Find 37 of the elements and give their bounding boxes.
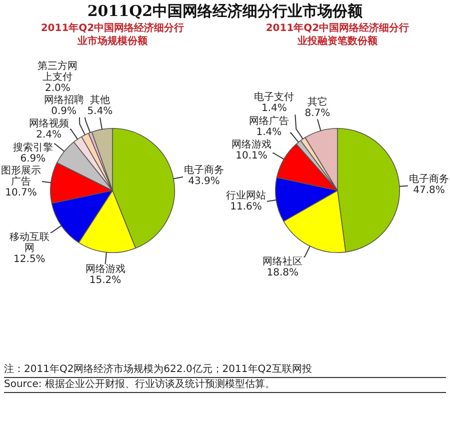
data-label: 8.7% bbox=[304, 108, 330, 119]
source-note: Source: 根据企业公开财报、行业访谈及统计预测模型估算。 bbox=[4, 378, 446, 393]
data-label: 15.2% bbox=[89, 274, 122, 286]
slice-label: 电子商务 bbox=[184, 164, 224, 176]
data-label: 2.0% bbox=[44, 82, 70, 94]
data-label: 47.8% bbox=[413, 185, 445, 196]
data-label: 1.4% bbox=[261, 103, 287, 114]
data-label: 0.9% bbox=[51, 106, 77, 117]
chart-subtitle: 2011年Q2中国网络经济细分行业投融资笔数份额 bbox=[264, 22, 410, 48]
slice-label: 行业网站 bbox=[226, 189, 266, 202]
slice-label: 其它 bbox=[307, 96, 328, 108]
data-label: 18.8% bbox=[266, 268, 299, 279]
slice-label: 网络招聘 bbox=[44, 94, 84, 106]
slice-label: 网络游戏 bbox=[85, 262, 126, 275]
slice-label: 网络视频 bbox=[28, 117, 69, 130]
slice-label: 网络游戏 bbox=[232, 138, 272, 150]
slice-label: 其他 bbox=[90, 94, 110, 106]
data-label: 10.1% bbox=[236, 150, 268, 162]
data-label: 2.4% bbox=[36, 129, 62, 140]
data-label: 11.6% bbox=[230, 201, 262, 212]
slice-label: 移动互联网 bbox=[9, 231, 50, 254]
data-label: 43.9% bbox=[188, 176, 220, 188]
data-label: 1.4% bbox=[256, 127, 282, 138]
data-label: 12.5% bbox=[14, 254, 46, 266]
slice-label: 搜索引擎 bbox=[12, 141, 53, 154]
slice-label: 网络社区 bbox=[262, 256, 303, 268]
chart-title: 2011Q2中国网络经济细分行业市场份额 bbox=[86, 1, 364, 22]
slice-label: 图形展示广告 bbox=[1, 166, 41, 188]
slice-label: 网络广告 bbox=[248, 115, 289, 128]
slice-label: 电子支付 bbox=[254, 91, 294, 104]
text: 注：2011年Q2网络经济市场规模为622.0亿元；2011年Q2互联网投 bbox=[4, 363, 446, 378]
chart-subtitle: 2011年Q2中国网络经济细分行业市场规模份额 bbox=[40, 22, 186, 48]
data-label: 10.7% bbox=[5, 188, 37, 199]
slice-label: 第三方网上支付 bbox=[38, 60, 78, 83]
slice-label: 电子商务 bbox=[409, 173, 449, 186]
data-label: 5.4% bbox=[87, 106, 113, 118]
data-label: 6.9% bbox=[20, 153, 46, 164]
